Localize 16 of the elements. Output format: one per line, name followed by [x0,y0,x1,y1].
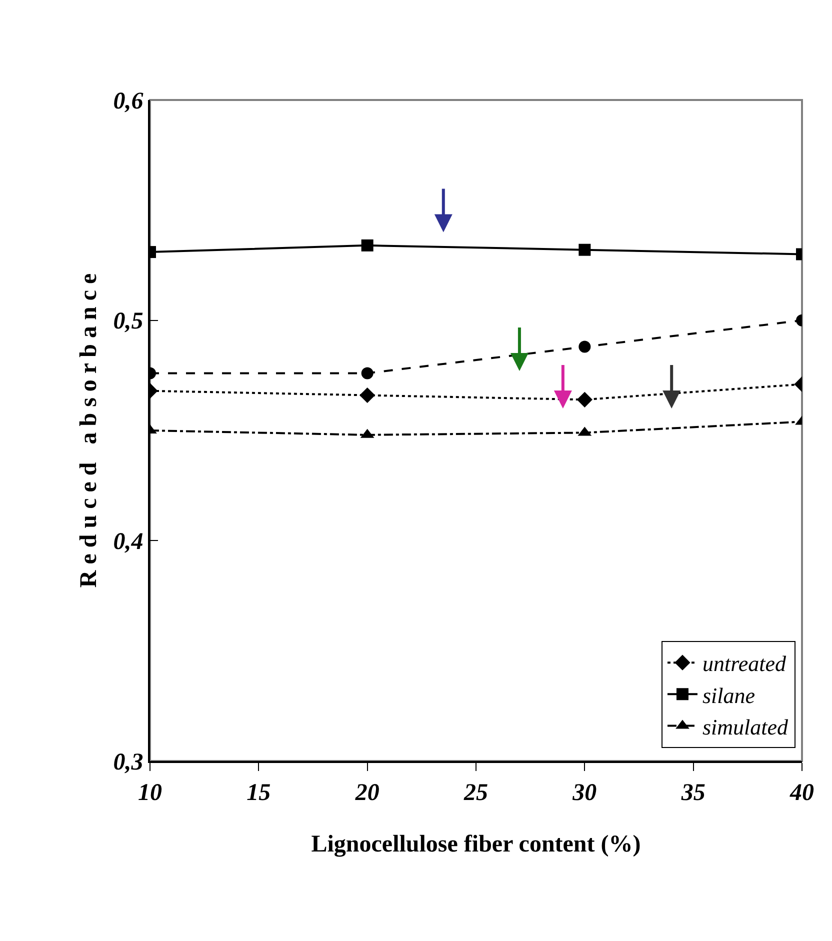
legend-label: simulated [702,714,790,740]
legend-label: untreated [702,651,787,676]
y-tick-label: 0,4 [113,529,144,556]
x-axis-title: Lignocellulose fiber content (%) [311,832,641,858]
y-tick-label: 0,5 [113,308,144,335]
y-axis-title: R e d u c e d a b s o r b a n c e [76,273,102,588]
x-tick-label: 30 [572,780,597,806]
y-tick-label: 0,3 [113,749,144,776]
x-tick-label: 10 [138,780,162,806]
x-tick-label: 25 [463,780,488,806]
x-tick-label: 20 [354,780,380,806]
legend-label: silane [702,682,756,708]
x-tick-label: 35 [680,780,706,806]
y-tick-label: 0,6 [113,88,144,114]
x-tick-label: 15 [246,780,271,806]
x-tick-label: 40 [789,780,814,806]
